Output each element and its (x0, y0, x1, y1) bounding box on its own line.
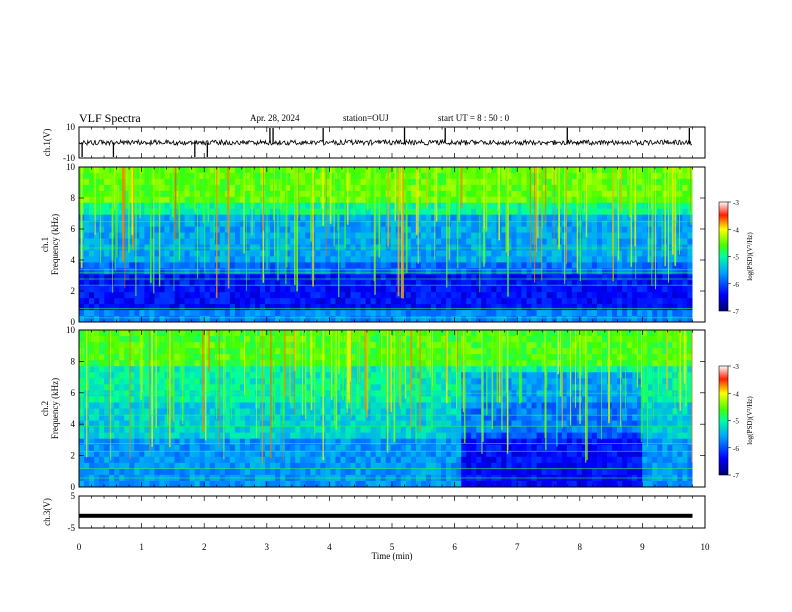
ch2-spec-ytick-label: 0 (71, 482, 76, 492)
ch1-spec-ytick-label: 0 (71, 317, 76, 327)
ch1-colorbar (718, 201, 729, 312)
x-tick-label: 3 (265, 542, 270, 552)
date-label: Apr. 28, 2024 (250, 113, 300, 123)
ch1-colorbar-tick-label: -6 (733, 281, 739, 289)
x-tick-label: 6 (452, 542, 457, 552)
ch1-wave-ytick-label: 10 (66, 122, 76, 132)
chart-title: VLF Spectra (79, 111, 141, 125)
ch2-spec-ytick-label: 4 (71, 419, 76, 429)
ch1-spectrogram (78, 166, 706, 323)
ch1-spec-ytick-label: 6 (71, 224, 76, 234)
ch2-colorbar-tick-label: -4 (733, 390, 739, 398)
x-tick-label: 7 (515, 542, 520, 552)
ch2-colorbar-tick-label: -7 (733, 472, 739, 480)
x-tick-label: 8 (578, 542, 583, 552)
ch1-waveform-line (78, 138, 693, 147)
ch1-spec-ytick-label: 2 (71, 286, 76, 296)
ch2-spectrogram (78, 329, 706, 488)
x-tick-label: 9 (640, 542, 645, 552)
ch1-spec-ylabel-freq: Frequency (kHz) (50, 214, 60, 275)
ch3-wave-ylabel: ch.3(V) (42, 498, 52, 526)
ch2-colorbar-tick-label: -6 (733, 445, 739, 453)
ch2-spec-ytick-label: 6 (71, 388, 76, 398)
ch2-spec-ytick-label: 8 (71, 356, 76, 366)
ch2-colorbar-tick-label: -3 (733, 363, 739, 371)
ch1-spec-ytick-label: 8 (71, 193, 76, 203)
ch2-spec-ylabel-freq: Frequency (kHz) (50, 378, 60, 439)
start-time-label: start UT = 8 : 50 : 0 (438, 113, 510, 123)
x-tick-label: 2 (202, 542, 207, 552)
ch3-wave-ytick-label: -5 (68, 523, 76, 533)
x-tick-label: 1 (139, 542, 144, 552)
x-tick-label: 0 (77, 542, 82, 552)
ch3-waveform-line (79, 513, 693, 518)
station-label: station=OUJ (343, 113, 389, 123)
ch1-colorbar-label: log(PSD)(V²/Hz) (746, 232, 754, 281)
ch2-colorbar (718, 365, 729, 476)
x-tick-label: 5 (390, 542, 395, 552)
ch1-spec-ylabel-channel: ch.1 (40, 237, 50, 252)
ch1-waveform-panel (78, 126, 706, 159)
ch1-colorbar-tick-label: -3 (733, 199, 739, 207)
ch2-spec-ylabel-channel: ch.2 (40, 401, 50, 416)
ch1-colorbar-tick-label: -4 (733, 226, 739, 234)
x-axis-title: Time (min) (372, 551, 413, 561)
ch2-colorbar-label: log(PSD)(V²/Hz) (746, 396, 754, 445)
ch2-colorbar-tick-label: -5 (733, 418, 739, 426)
ch1-wave-ylabel: ch.1(V) (42, 129, 52, 157)
ch1-spec-ytick-label: 4 (71, 255, 76, 265)
ch2-spec-ytick-label: 10 (66, 325, 76, 335)
ch1-colorbar-tick-label: -7 (733, 308, 739, 316)
ch1-colorbar-tick-label: -5 (733, 254, 739, 262)
ch3-wave-ytick-label: 5 (71, 491, 76, 501)
x-tick-label: 4 (327, 542, 332, 552)
ch1-spec-ytick-label: 10 (66, 162, 76, 172)
ch1-wave-ytick-label: -10 (63, 153, 75, 163)
ch2-spec-ytick-label: 2 (71, 451, 76, 461)
x-tick-label: 10 (701, 542, 711, 552)
